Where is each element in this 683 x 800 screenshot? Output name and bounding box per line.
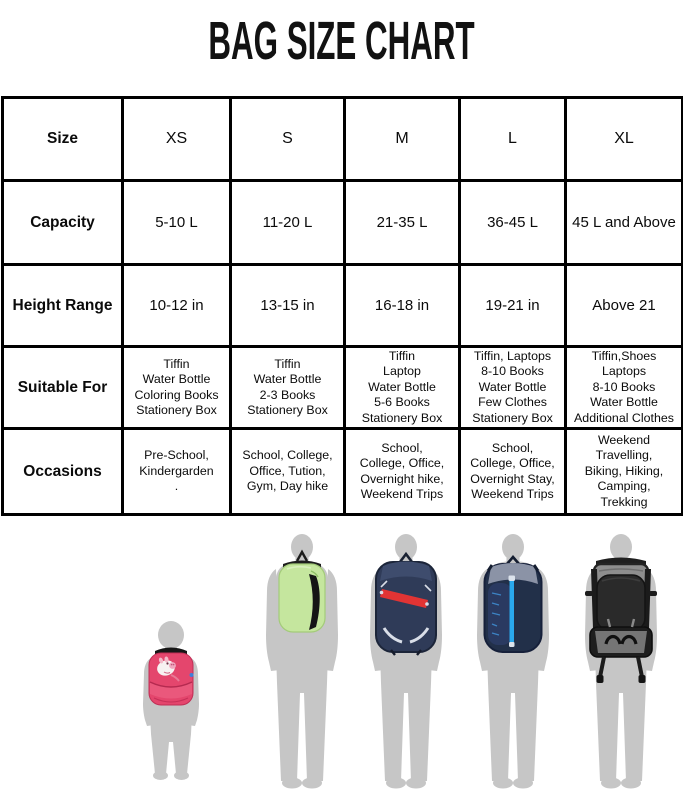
m-backpack-icon: [375, 551, 437, 656]
buckle-loops: [604, 634, 638, 645]
cell-height-s: 13-15 in: [229, 263, 346, 348]
row-label-capacity: Capacity: [1, 179, 124, 266]
row-label-occasions: Occasions: [1, 427, 124, 516]
cell-size-xs: XS: [121, 96, 232, 182]
table-row-capacity: Capacity 5-10 L 11-20 L 21-35 L 36-45 L …: [1, 179, 683, 266]
cell-size-l: L: [458, 96, 567, 182]
cell-capacity-l: 36-45 L: [458, 179, 567, 266]
cell-occasions-l: School, College, Office, Overnight Stay,…: [458, 427, 567, 516]
xl-backpack-icon: [585, 557, 657, 683]
l-backpack-icon: [483, 555, 543, 653]
cell-suitable-m: Tiffin Laptop Water Bottle 5-6 Books Sta…: [343, 345, 461, 430]
cell-height-m: 16-18 in: [343, 263, 461, 348]
cell-capacity-s: 11-20 L: [229, 179, 346, 266]
figure-xs-child: [143, 621, 199, 780]
page-title: BAG SIZE CHART: [0, 14, 683, 68]
cell-suitable-s: Tiffin Water Bottle 2-3 Books Stationery…: [229, 345, 346, 430]
bag-size-table: Size XS S M L XL Capacity 5-10 L 11-20 L…: [1, 96, 683, 516]
size-comparison-figures: [0, 520, 683, 800]
row-label-size: Size: [1, 96, 124, 182]
cell-height-l: 19-21 in: [458, 263, 567, 348]
cell-suitable-xl: Tiffin,Shoes Laptops 8-10 Books Water Bo…: [564, 345, 683, 430]
table-row-suitable-for: Suitable For Tiffin Water Bottle Colorin…: [1, 345, 683, 430]
peppa-pig-graphic: [157, 656, 180, 682]
cell-occasions-xs: Pre-School, Kindergarden .: [121, 427, 232, 516]
cell-capacity-m: 21-35 L: [343, 179, 461, 266]
blue-zipper-stripe: [509, 579, 514, 643]
row-label-suitable-for: Suitable For: [1, 345, 124, 430]
cell-height-xl: Above 21: [564, 263, 683, 348]
figure-s-adult: [266, 534, 338, 789]
cell-height-xs: 10-12 in: [121, 263, 232, 348]
figure-l-adult: [477, 534, 549, 789]
red-zipper-stripe: [380, 589, 428, 608]
cell-size-xl: XL: [564, 96, 683, 182]
table-row-height-range: Height Range 10-12 in 13-15 in 16-18 in …: [1, 263, 683, 348]
s-backpack-icon: [278, 549, 326, 633]
table-row-size: Size XS S M L XL: [1, 96, 683, 182]
table-row-occasions: Occasions Pre-School, Kindergarden . Sch…: [1, 427, 683, 516]
cell-capacity-xs: 5-10 L: [121, 179, 232, 266]
figure-xl-adult: [585, 534, 657, 789]
blue-print-marks: [491, 592, 502, 636]
row-label-height-range: Height Range: [1, 263, 124, 348]
figure-m-adult: [370, 534, 442, 789]
cell-capacity-xl: 45 L and Above: [564, 179, 683, 266]
cell-occasions-m: School, College, Office, Overnight hike,…: [343, 427, 461, 516]
page-title-text: BAG SIZE CHART: [208, 11, 475, 71]
cell-suitable-xs: Tiffin Water Bottle Coloring Books Stati…: [121, 345, 232, 430]
xs-backpack-icon: [148, 647, 194, 706]
zipper-pull-dot: [189, 673, 194, 677]
cell-size-m: M: [343, 96, 461, 182]
cell-occasions-s: School, College, Office, Tution, Gym, Da…: [229, 427, 346, 516]
cell-size-s: S: [229, 96, 346, 182]
cell-occasions-xl: Weekend Travelling, Biking, Hiking, Camp…: [564, 427, 683, 516]
cell-suitable-l: Tiffin, Laptops 8-10 Books Water Bottle …: [458, 345, 567, 430]
